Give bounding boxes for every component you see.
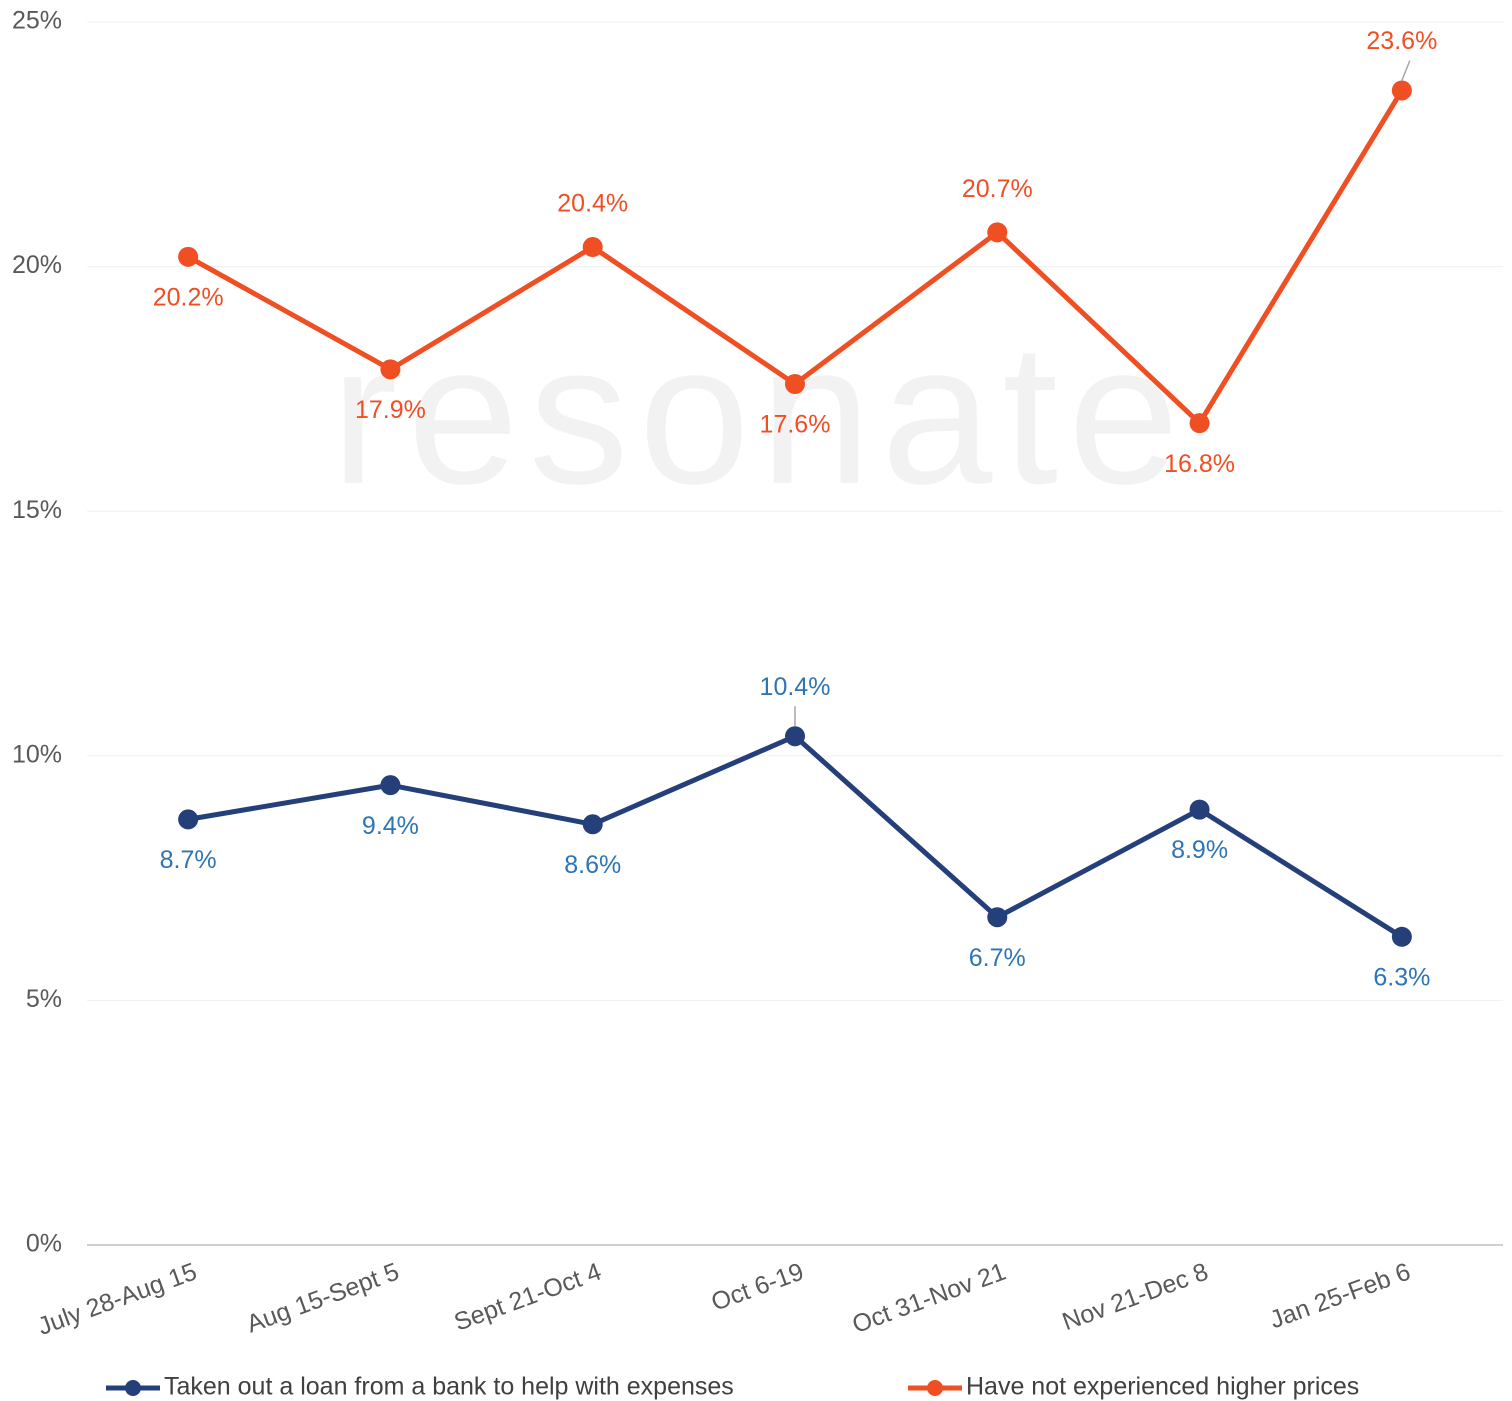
data-label: 9.4%: [362, 812, 419, 840]
data-label: 16.8%: [1164, 450, 1235, 478]
x-tick-label: July 28-Aug 15: [34, 1258, 200, 1341]
y-tick-label: 5%: [26, 985, 62, 1013]
data-point: [178, 809, 199, 830]
data-label: 23.6%: [1366, 27, 1437, 55]
legend-marker: [125, 1380, 141, 1396]
data-point: [1189, 413, 1210, 434]
data-label: 17.9%: [355, 396, 426, 424]
data-point: [380, 775, 401, 796]
data-point: [1391, 80, 1412, 101]
data-point: [582, 237, 603, 258]
data-point: [1391, 926, 1412, 947]
data-point: [1189, 799, 1210, 820]
data-label: 6.7%: [969, 944, 1026, 972]
x-tick-label: Nov 21-Dec 8: [1059, 1258, 1212, 1337]
x-tick-label: Oct 31-Nov 21: [849, 1258, 1010, 1339]
legend-marker: [927, 1380, 943, 1396]
leader-line: [1401, 60, 1411, 81]
legend-label: Taken out a loan from a bank to help wit…: [164, 1373, 734, 1401]
data-point: [785, 374, 805, 395]
data-point: [178, 246, 199, 267]
x-tick-label: Aug 15-Sept 5: [243, 1258, 403, 1339]
y-tick-label: 0%: [26, 1230, 62, 1258]
y-tick-label: 20%: [12, 251, 62, 279]
data-label: 20.4%: [557, 190, 628, 218]
x-tick-label: Oct 6-19: [708, 1258, 808, 1317]
watermark: resonate: [331, 303, 1189, 526]
data-label: 8.9%: [1171, 836, 1228, 864]
data-label: 20.2%: [153, 283, 224, 311]
legend-label: Have not experienced higher prices: [966, 1373, 1359, 1401]
y-tick-label: 25%: [12, 7, 62, 35]
data-label: 8.6%: [564, 851, 621, 879]
data-label: 8.7%: [160, 846, 217, 874]
y-tick-label: 10%: [12, 740, 62, 768]
data-point: [987, 907, 1008, 928]
x-tick-label: Sept 21-Oct 4: [451, 1258, 606, 1337]
y-tick-label: 15%: [12, 496, 62, 524]
data-label: 6.3%: [1373, 963, 1430, 991]
data-label: 20.7%: [962, 175, 1033, 203]
data-point: [380, 359, 401, 380]
data-point: [785, 726, 805, 747]
data-label: 10.4%: [760, 673, 831, 701]
data-point: [582, 814, 603, 835]
x-tick-label: Jan 25-Feb 6: [1266, 1258, 1414, 1335]
data-label: 17.6%: [760, 411, 831, 439]
data-point: [987, 222, 1008, 243]
